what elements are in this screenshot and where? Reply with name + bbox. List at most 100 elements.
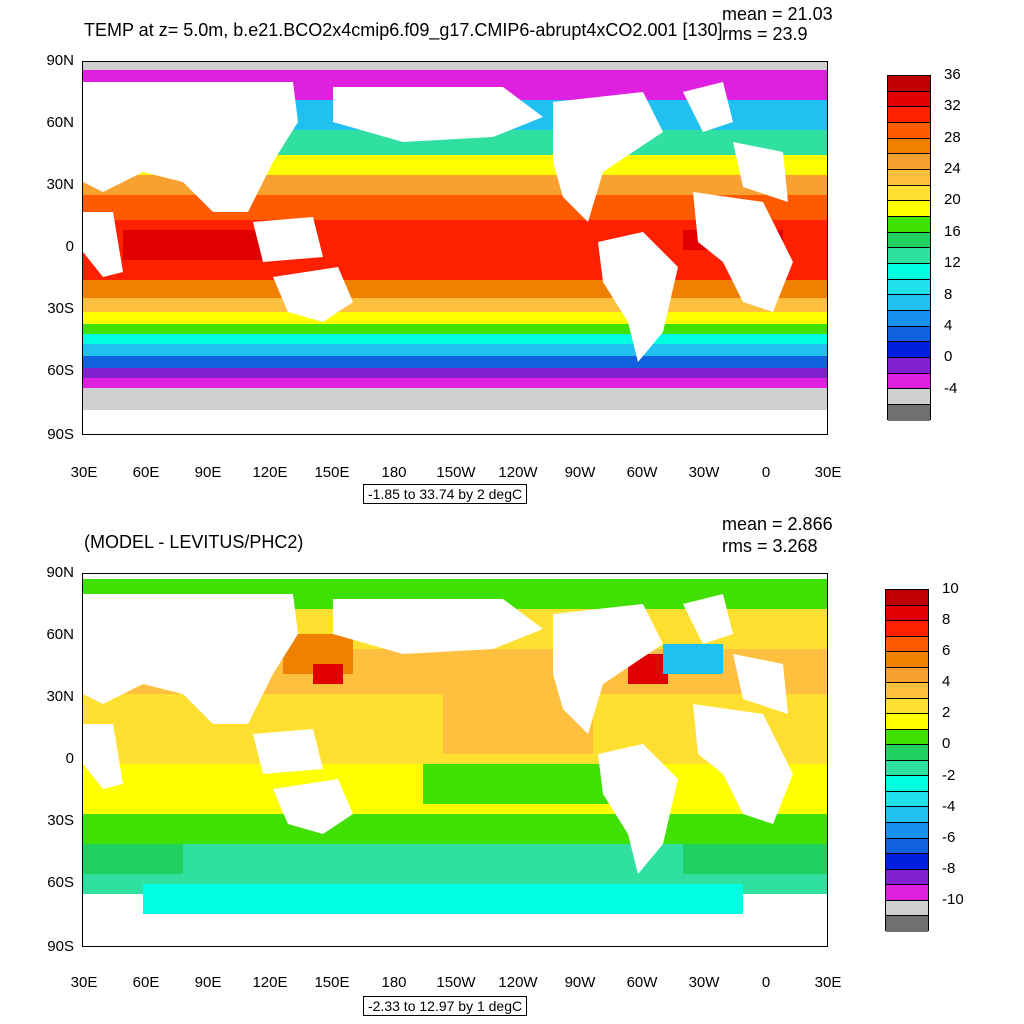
colorbar-swatch	[888, 389, 930, 406]
colorbar-swatch	[886, 714, 928, 730]
top-lat-label: 90N	[46, 52, 74, 69]
colorbar-swatch	[886, 838, 928, 855]
colorbar-swatch	[886, 900, 928, 917]
top-lon-label: 90E	[194, 464, 222, 481]
top-lon-label: 150E	[314, 464, 350, 481]
colorbar-tick-label: -6	[942, 828, 956, 846]
bottom-lon-label: 150W	[436, 974, 476, 991]
colorbar-tick-label: 12	[944, 254, 961, 272]
bottom-range-label: -2.33 to 12.97 by 1 degC	[363, 996, 528, 1016]
top-lat-label: 60S	[47, 362, 74, 379]
bottom-lon-label: 60E	[132, 974, 160, 991]
colorbar-tick-label: 6	[942, 642, 951, 660]
colorbar-swatch	[888, 405, 930, 421]
colorbar-tick-label: 2	[942, 704, 951, 722]
bottom-lon-label: 150E	[314, 974, 350, 991]
colorbar-swatch	[886, 590, 928, 606]
bottom-lon-label: 60W	[626, 974, 658, 991]
colorbar-tick-label: 10	[942, 580, 959, 597]
colorbar-tick-label: -2	[942, 766, 956, 784]
colorbar-tick-label: -8	[942, 859, 956, 877]
top-lat-label: 60N	[46, 114, 74, 131]
colorbar-swatch	[886, 869, 928, 886]
bottom-lat-label: 60S	[47, 874, 74, 891]
bottom-lon-label: 0	[761, 974, 771, 991]
bottom-colorbar	[885, 589, 929, 932]
colorbar-swatch	[886, 760, 928, 777]
colorbar-swatch	[888, 373, 930, 390]
bottom-mean: mean = 2.866	[722, 514, 833, 534]
top-lon-label: 0	[761, 464, 771, 481]
bottom-lat-label: 30S	[47, 812, 74, 829]
top-lon-label: 120W	[498, 464, 538, 481]
colorbar-tick-label: 4	[944, 316, 953, 334]
bottom-panel: (MODEL - LEVITUS/PHC2) mean = 2.866 rms …	[0, 512, 1024, 1024]
colorbar-tick-label: 8	[942, 611, 951, 629]
colorbar-swatch	[886, 745, 928, 761]
colorbar-swatch	[886, 822, 928, 839]
colorbar-swatch	[886, 605, 928, 622]
bottom-lon-label: 120E	[252, 974, 288, 991]
colorbar-swatch	[888, 170, 930, 186]
colorbar-swatch	[888, 91, 930, 108]
bottom-lat-label: 0	[65, 750, 74, 767]
bottom-lat-label: 60N	[46, 626, 74, 643]
colorbar-tick-label: 36	[944, 66, 961, 83]
bottom-lat-label: 90N	[46, 564, 74, 581]
colorbar-swatch	[886, 683, 928, 699]
colorbar-tick-label: 16	[944, 222, 961, 240]
colorbar-swatch	[888, 107, 930, 124]
colorbar-swatch	[886, 791, 928, 808]
top-panel: TEMP at z= 5.0m, b.e21.BCO2x4cmip6.f09_g…	[46, 4, 961, 504]
colorbar-swatch	[888, 311, 930, 327]
colorbar-swatch	[888, 154, 930, 171]
top-lon-label: 90W	[564, 464, 596, 481]
colorbar-tick-label: 24	[944, 160, 961, 178]
colorbar-swatch	[888, 248, 930, 265]
colorbar-swatch	[886, 916, 928, 932]
bottom-lon-label: 30W	[688, 974, 720, 991]
bottom-title: (MODEL - LEVITUS/PHC2)	[84, 532, 304, 552]
top-lon-label: 30W	[688, 464, 720, 481]
bottom-lon-label: 180	[381, 974, 407, 991]
bottom-lon-label: 30E	[70, 974, 98, 991]
top-title: TEMP at z= 5.0m, b.e21.BCO2x4cmip6.f09_g…	[84, 20, 723, 40]
top-lat-label: 30S	[47, 300, 74, 317]
colorbar-tick-label: 32	[944, 97, 961, 115]
top-lon-label: 120E	[252, 464, 288, 481]
top-lon-label: 60E	[132, 464, 160, 481]
colorbar-swatch	[886, 652, 928, 668]
colorbar-swatch	[888, 342, 930, 359]
colorbar-swatch	[886, 885, 928, 901]
colorbar-swatch	[886, 729, 928, 746]
colorbar-swatch	[886, 621, 928, 637]
top-colorbar	[887, 75, 931, 421]
colorbar-swatch	[888, 358, 930, 374]
top-mean: mean = 21.03	[722, 4, 833, 24]
top-lat-label: 30N	[46, 176, 74, 193]
colorbar-swatch	[886, 667, 928, 684]
colorbar-swatch	[886, 854, 928, 870]
colorbar-swatch	[886, 807, 928, 823]
bottom-lat-label: 30N	[46, 688, 74, 705]
bottom-lat-label: 90S	[47, 938, 74, 955]
colorbar-swatch	[886, 636, 928, 653]
colorbar-swatch	[888, 201, 930, 218]
colorbar-swatch	[888, 138, 930, 155]
bottom-map	[82, 573, 828, 947]
colorbar-swatch	[888, 123, 930, 139]
colorbar-swatch	[888, 279, 930, 296]
colorbar-swatch	[888, 217, 930, 233]
top-range-label: -1.85 to 33.74 by 2 degC	[363, 484, 528, 504]
colorbar-tick-label: 4	[942, 673, 951, 691]
colorbar-tick-label: -4	[944, 379, 958, 397]
colorbar-swatch	[888, 76, 930, 92]
colorbar-tick-label: -4	[942, 797, 956, 815]
bottom-lon-label: 30E	[814, 974, 842, 991]
top-rms: rms = 23.9	[722, 24, 808, 44]
colorbar-tick-label: 0	[944, 348, 953, 366]
top-lat-label: 90S	[47, 426, 74, 443]
bottom-lon-label: 120W	[498, 974, 538, 991]
colorbar-tick-label: 20	[944, 191, 961, 209]
colorbar-tick-label: -10	[942, 890, 964, 908]
